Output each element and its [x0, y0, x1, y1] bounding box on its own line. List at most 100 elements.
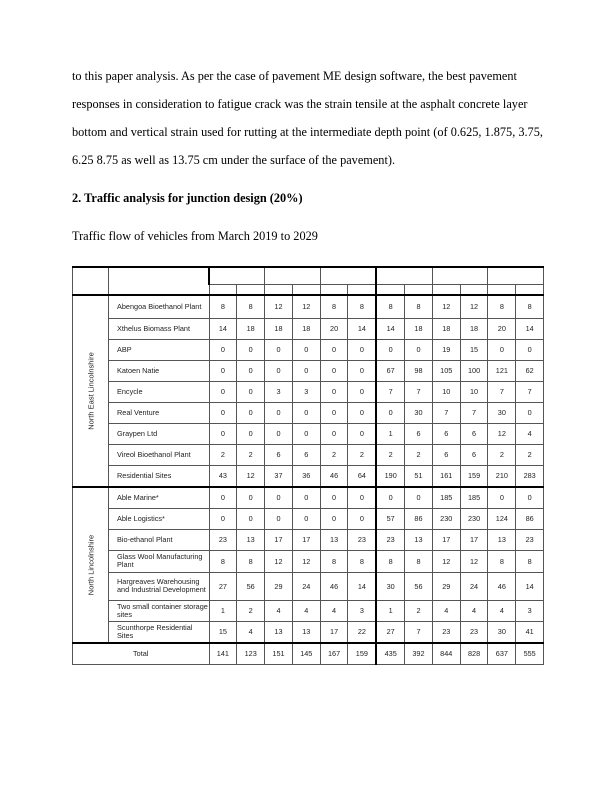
- value-cell: 1: [375, 599, 406, 622]
- value-cell: 2: [515, 443, 545, 466]
- value-cell: 10: [431, 380, 461, 403]
- site-name: Vireol Bioethanol Plant: [108, 443, 210, 466]
- value-cell: 7: [431, 401, 461, 424]
- value-cell: 6: [459, 443, 489, 466]
- value-cell: 30: [487, 401, 517, 424]
- table-row: Bio-ethanol Plant 23 13 17 17 13 23 23 13 17 17 13 2…: [73, 528, 545, 551]
- value-cell: 0: [236, 507, 266, 530]
- value-cell: 2: [375, 443, 406, 466]
- value-cell: 27: [375, 620, 406, 643]
- value-cell: 0: [236, 380, 266, 403]
- value-cell: 98: [404, 359, 433, 382]
- value-cell: 20: [487, 317, 517, 340]
- value-cell: 86: [404, 507, 433, 530]
- value-cell: 8: [515, 294, 545, 319]
- value-cell: 23: [515, 528, 545, 551]
- value-cell: 13: [291, 620, 321, 643]
- value-cell: 37: [264, 464, 293, 487]
- value-cell: 30: [404, 401, 433, 424]
- value-cell: 6: [264, 443, 293, 466]
- table-row: Glass Wool Manufacturing Plant 8 8 12 12 8 8 8 8…: [73, 549, 545, 573]
- value-cell: 12: [431, 294, 461, 319]
- value-cell: 6: [459, 422, 489, 445]
- site-name: Bio-ethanol Plant: [108, 528, 210, 551]
- value-cell: 64: [347, 464, 377, 487]
- header-cell: [404, 284, 433, 296]
- value-cell: 105: [431, 359, 461, 382]
- value-cell: 0: [375, 401, 406, 424]
- value-cell: 13: [236, 528, 266, 551]
- value-cell: 46: [319, 464, 349, 487]
- table-row: Graypen Ltd 0 0 0 0 0 0 1 6 6 6 12 4: [73, 422, 545, 445]
- value-cell: 0: [347, 401, 377, 424]
- value-cell: 12: [459, 294, 489, 319]
- value-cell: 0: [487, 485, 517, 509]
- total-row: Total 141 123 151 145 167 159 435 392 844 828 637 55…: [72, 641, 545, 665]
- value-cell: 0: [264, 422, 293, 445]
- value-cell: 8: [515, 549, 545, 573]
- value-cell: 14: [208, 317, 238, 340]
- table-row: Xthelus Biomass Plant 14 18 18 18 20 14 14 18 18 1…: [73, 317, 545, 340]
- value-cell: 13: [319, 528, 349, 551]
- header-cell: [375, 266, 433, 285]
- value-cell: 12: [264, 549, 293, 573]
- value-cell: 62: [515, 359, 545, 382]
- value-cell: 12: [264, 294, 293, 319]
- value-cell: 3: [515, 599, 545, 622]
- site-name: Able Logistics*: [108, 507, 210, 530]
- value-cell: 283: [515, 464, 545, 487]
- value-cell: 15: [459, 338, 489, 361]
- value-cell: 0: [291, 507, 321, 530]
- value-cell: 0: [347, 507, 377, 530]
- value-cell: 0: [404, 485, 433, 509]
- value-cell: 161: [431, 464, 461, 487]
- value-cell: 27: [208, 571, 238, 601]
- value-cell: 0: [264, 507, 293, 530]
- value-cell: 0: [208, 485, 238, 509]
- value-cell: 12: [431, 549, 461, 573]
- value-cell: 2: [347, 443, 377, 466]
- total-cell: 637: [487, 641, 517, 665]
- region-label: North Lincolnshire: [86, 534, 95, 595]
- header-cell: [264, 284, 293, 296]
- value-cell: 0: [208, 338, 238, 361]
- value-cell: 0: [236, 485, 266, 509]
- value-cell: 7: [487, 380, 517, 403]
- value-cell: 17: [319, 620, 349, 643]
- value-cell: 0: [319, 380, 349, 403]
- site-name: Able Marine*: [108, 485, 210, 509]
- header-cell: [431, 266, 489, 285]
- section-heading: 2. Traffic analysis for junction design …: [72, 191, 303, 205]
- value-cell: 7: [404, 620, 433, 643]
- table-row: Hargreaves Warehousing and Industrial De…: [73, 571, 545, 601]
- value-cell: 0: [208, 507, 238, 530]
- site-name: Two small container storage sites: [108, 599, 210, 622]
- site-name: Katoen Natie: [108, 359, 210, 382]
- value-cell: 0: [319, 507, 349, 530]
- value-cell: 4: [264, 599, 293, 622]
- value-cell: 17: [291, 528, 321, 551]
- total-cell: 167: [319, 641, 349, 665]
- table-row: Vireol Bioethanol Plant 2 2 6 6 2 2 2 2 6 6 2 2: [73, 443, 545, 466]
- value-cell: 24: [291, 571, 321, 601]
- header-cell: [108, 266, 210, 296]
- value-cell: 18: [291, 317, 321, 340]
- value-cell: 0: [347, 485, 377, 509]
- table-row: ABP 0 0 0 0 0 0 0 0 19 15 0 0: [73, 338, 545, 361]
- traffic-flow-table: North East Lincolnshire Abengoa Bioethano…: [72, 266, 545, 665]
- value-cell: 7: [515, 380, 545, 403]
- value-cell: 14: [347, 571, 377, 601]
- value-cell: 23: [459, 620, 489, 643]
- value-cell: 8: [487, 294, 517, 319]
- value-cell: 18: [236, 317, 266, 340]
- value-cell: 12: [459, 549, 489, 573]
- value-cell: 3: [291, 380, 321, 403]
- header-cell: [459, 284, 489, 296]
- table-caption: Traffic flow of vehicles from March 2019…: [72, 229, 318, 243]
- total-cell: 145: [291, 641, 321, 665]
- region-label: North East Lincolnshire: [86, 351, 95, 430]
- value-cell: 0: [291, 485, 321, 509]
- value-cell: 30: [375, 571, 406, 601]
- site-name: Xthelus Biomass Plant: [108, 317, 210, 340]
- value-cell: 0: [319, 485, 349, 509]
